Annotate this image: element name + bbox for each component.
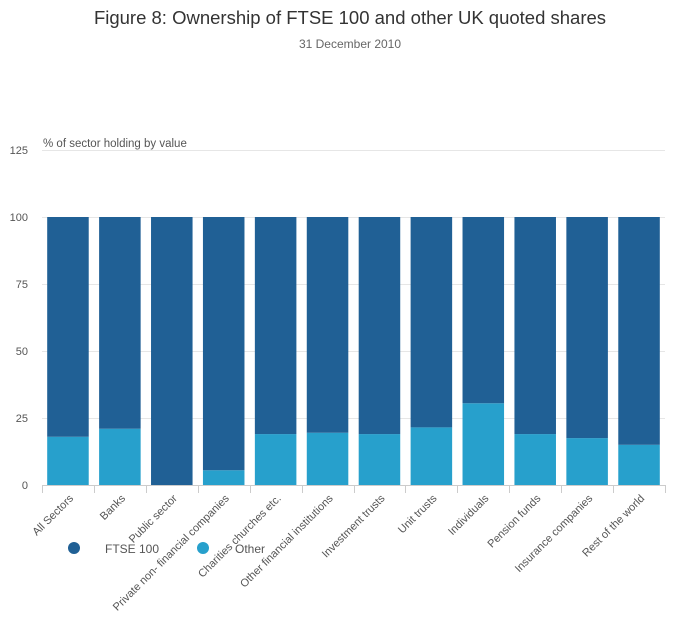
- bar-ftse-100[interactable]: [514, 217, 556, 435]
- bar-other[interactable]: [514, 434, 556, 485]
- y-axis-label: % of sector holding by value: [43, 138, 187, 150]
- bar-ftse-100[interactable]: [410, 217, 453, 428]
- bar-other[interactable]: [462, 403, 505, 485]
- y-tick-label: 100: [10, 212, 28, 224]
- x-tick-label: Pension funds: [486, 492, 544, 550]
- x-tick-label: Public sector: [127, 492, 180, 545]
- legend-marker-other: [197, 542, 209, 554]
- legend: FTSE 100 Other: [68, 542, 265, 556]
- bar-ftse-100[interactable]: [151, 217, 193, 485]
- bar-ftse-100[interactable]: [358, 217, 401, 435]
- chart-title: Figure 8: Ownership of FTSE 100 and othe…: [94, 7, 606, 28]
- bar-ftse-100[interactable]: [202, 217, 245, 471]
- bar-other[interactable]: [47, 436, 89, 485]
- bar-other[interactable]: [410, 427, 453, 485]
- chart-subtitle: 31 December 2010: [299, 37, 401, 51]
- bar-other[interactable]: [306, 432, 349, 485]
- gridlines: [42, 150, 665, 419]
- bar-other[interactable]: [618, 444, 660, 485]
- y-tick-label: 125: [10, 145, 28, 157]
- legend-label-other[interactable]: Other: [235, 542, 265, 556]
- bar-ftse-100[interactable]: [618, 217, 660, 445]
- x-tick-label: Individuals: [446, 492, 492, 538]
- bar-other[interactable]: [99, 428, 141, 485]
- x-tick-label: Unit trusts: [396, 492, 440, 536]
- bar-other[interactable]: [202, 470, 245, 485]
- bar-other[interactable]: [566, 438, 608, 485]
- bar-ftse-100[interactable]: [306, 217, 349, 433]
- bars: [47, 217, 660, 485]
- x-tick-label: Banks: [98, 492, 128, 522]
- bar-ftse-100[interactable]: [47, 217, 89, 437]
- y-tick-label: 25: [16, 413, 28, 425]
- bar-ftse-100[interactable]: [462, 217, 505, 404]
- bar-ftse-100[interactable]: [566, 217, 608, 439]
- bar-other[interactable]: [254, 434, 297, 485]
- bar-ftse-100[interactable]: [99, 217, 141, 429]
- y-tick-label: 75: [16, 279, 28, 291]
- bar-ftse-100[interactable]: [254, 217, 297, 435]
- y-axis-ticks: 0 25 50 75 100 125: [10, 145, 28, 492]
- y-tick-label: 0: [22, 480, 28, 492]
- legend-label-ftse100[interactable]: FTSE 100: [105, 542, 159, 556]
- y-tick-label: 50: [16, 346, 28, 358]
- x-tick-label: All Sectors: [30, 492, 76, 538]
- legend-marker-ftse100: [68, 542, 80, 554]
- bar-other[interactable]: [358, 434, 401, 485]
